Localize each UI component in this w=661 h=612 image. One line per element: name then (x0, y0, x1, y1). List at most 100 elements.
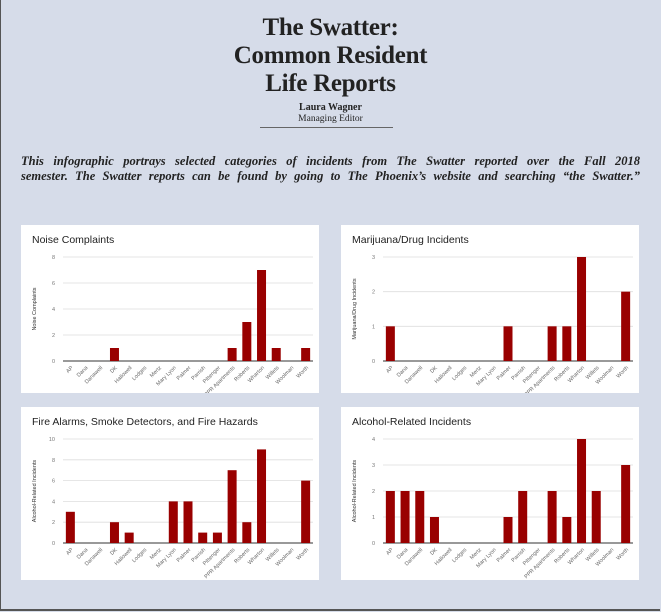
bar-palmer (183, 501, 193, 543)
title-line: Life Reports (265, 70, 396, 97)
bar-worth (621, 465, 631, 543)
x-tick-label: AP (385, 365, 395, 375)
x-tick-label: Worth (616, 365, 631, 380)
bar-dana (400, 491, 410, 543)
chart-card-noise: 0 2 4 6 8 Noise Complaints AP Dana Danawell DK Hal… (21, 225, 319, 393)
x-tick-label: Wharton (247, 365, 266, 384)
y-tick-label: 8 (52, 458, 55, 464)
x-tick-label: AP (385, 547, 395, 557)
intro-line: semester. The Swatter reports can be fou… (21, 169, 640, 183)
y-axis-label: Marijuana/Drug Incidents (352, 278, 358, 339)
y-tick-label: 6 (52, 281, 55, 287)
y-tick-label: 4 (52, 499, 55, 505)
y-tick-label: 3 (372, 255, 375, 261)
page-title: The Swatter: Common Resident Life Report… (0, 14, 661, 98)
chart-title: Alcohol-Related Incidents (352, 416, 472, 428)
bar-worth (621, 291, 631, 361)
y-tick-label: 4 (372, 437, 375, 443)
x-tick-label: DK (429, 547, 439, 557)
x-tick-label: AP (65, 547, 75, 557)
x-tick-label: Worth (616, 547, 631, 562)
y-tick-label: 4 (52, 307, 55, 313)
bar-palmer (503, 326, 513, 361)
bar-palmer (503, 517, 513, 543)
author-role: Managing Editor (298, 114, 363, 124)
bar-ap (385, 326, 395, 361)
bar-willets (591, 491, 601, 543)
bar-dk (109, 348, 119, 361)
x-tick-label: DK (109, 547, 119, 557)
x-tick-label: Palmer (496, 547, 513, 564)
bar-dk (109, 522, 119, 543)
y-axis-label: Noise Complaints (32, 287, 38, 330)
bar-wharton (257, 270, 267, 361)
y-axis-label: Alcohol-Related Incidents (32, 460, 38, 523)
y-tick-label: 2 (52, 520, 55, 526)
bar-danawell (415, 491, 425, 543)
bar-dk (429, 517, 439, 543)
x-tick-label: Palmer (496, 365, 513, 382)
y-tick-label: 1 (372, 515, 375, 521)
bar-hallowell (124, 532, 134, 543)
x-tick-label: Palmer (176, 365, 193, 382)
x-tick-label: Palmer (176, 547, 193, 564)
bar-roberts (562, 326, 572, 361)
bar-wharton (577, 257, 587, 361)
bar-roberts (242, 322, 252, 361)
bar-mary-lyon (168, 501, 178, 543)
bar-ppr-apartments (227, 470, 237, 543)
bar-wharton (577, 439, 587, 543)
x-tick-label: Wharton (567, 547, 586, 566)
y-tick-label: 2 (372, 489, 375, 495)
x-tick-label: DK (429, 365, 439, 375)
x-tick-label: Worth (296, 365, 311, 380)
y-tick-label: 2 (372, 290, 375, 296)
bar-pittenger (212, 532, 222, 543)
bar-worth (301, 480, 311, 543)
y-axis-label: Alcohol-Related Incidents (352, 460, 358, 523)
y-tick-label: 0 (372, 541, 375, 547)
y-tick-label: 0 (52, 359, 55, 365)
chart-card-alcohol: 0 1 2 3 4 Alcohol-Related Incidents AP Dana Dana… (341, 407, 639, 580)
bar-ppr-apartments (547, 491, 557, 543)
x-tick-label: Wharton (247, 547, 266, 566)
x-tick-label: Lodges (451, 547, 468, 564)
bar-roberts (562, 517, 572, 543)
bar-parrish (518, 491, 528, 543)
chart-title: Fire Alarms, Smoke Detectors, and Fire H… (32, 416, 258, 428)
divider (260, 127, 393, 128)
title-line: Common Resident (233, 42, 428, 69)
author-name: Laura Wagner (299, 102, 362, 113)
x-tick-label: DK (109, 365, 119, 375)
y-tick-label: 1 (372, 324, 375, 330)
bar-parrish (198, 532, 208, 543)
x-tick-label: Lodges (131, 547, 148, 564)
intro-text: This infographic portrays selected categ… (21, 154, 640, 184)
x-tick-label: Lodges (131, 365, 148, 382)
chart-card-drug: 0 1 2 3 Marijuana/Drug Incidents AP Dana Danawe… (341, 225, 639, 393)
intro-line: This infographic portrays selected categ… (21, 154, 640, 168)
x-tick-label: Worth (296, 547, 311, 562)
bar-wharton (257, 449, 267, 543)
y-tick-label: 0 (372, 359, 375, 365)
bar-worth (301, 348, 311, 361)
y-tick-label: 8 (52, 255, 55, 261)
bar-ppr-apartments (547, 326, 557, 361)
y-tick-label: 2 (52, 333, 55, 339)
y-tick-label: 6 (52, 479, 55, 485)
chart-title: Marijuana/Drug Incidents (352, 234, 469, 246)
x-tick-label: Wharton (567, 365, 586, 384)
x-tick-label: Lodges (451, 365, 468, 382)
y-tick-label: 0 (52, 541, 55, 547)
bar-willets (271, 348, 281, 361)
y-tick-label: 10 (49, 437, 55, 443)
chart-title: Noise Complaints (32, 234, 115, 246)
bar-ap (65, 511, 75, 543)
chart-card-fire: 0 2 4 6 8 10 Alcohol-Related Incidents AP Dana Da… (21, 407, 319, 580)
x-tick-label: AP (65, 365, 75, 375)
